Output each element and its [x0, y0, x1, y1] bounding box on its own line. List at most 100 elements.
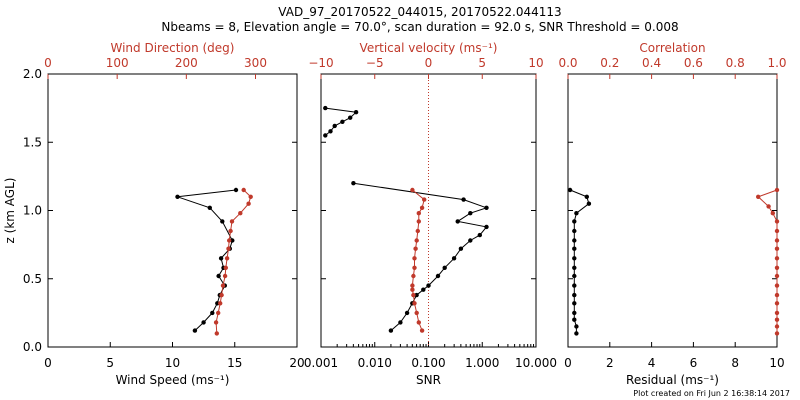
panel3-x-tick-label: 6 [690, 356, 698, 370]
panel2-series-black-point [458, 246, 464, 251]
panel2-series-black-point [455, 219, 460, 224]
panel3-series-red-point [766, 204, 771, 209]
panel1-series-red-point [248, 194, 253, 199]
panel1-top-tick-label: 200 [175, 56, 198, 70]
panel3-series-black-point [572, 292, 577, 298]
figure-subtitle: Nbeams = 8, Elevation angle = 70.0°, sca… [161, 20, 678, 34]
panel1-series-black-point [201, 320, 206, 325]
panel3-x-axis-label: Residual (ms⁻¹) [626, 373, 719, 387]
panel2-series-black-point [468, 211, 473, 216]
panel1-series-red-point [213, 320, 219, 325]
panel2-series-black-point [404, 310, 410, 316]
panel2-series-red-point [422, 197, 427, 202]
panel2-series-red-point [416, 211, 421, 216]
residual-panel: 0 2 4 6 8 10 Residual (ms⁻¹) 0.0 0.2 0.4 0.6 0.8 1.0… [558, 41, 786, 387]
panel3-series-black-point [574, 331, 579, 336]
plot-credit: Plot created on Fri Jun 2 16:38:14 2017 [633, 389, 790, 398]
panel2-series-black-point [340, 119, 345, 125]
panel1-top-axis-label: Wind Direction (deg) [111, 41, 235, 55]
panel2-x-tick-label: 0.100 [411, 356, 445, 370]
panel1-series-black-point [220, 219, 225, 224]
panel3-top-tick-label: 0.0 [558, 56, 577, 70]
panel3-series-black-point [572, 246, 577, 251]
panel3-series-red-point [774, 228, 780, 234]
panel2-series-red-point [416, 320, 421, 325]
panel3-series-black-point [584, 194, 589, 199]
panel2-top-axis-label: Vertical velocity (ms⁻¹) [360, 41, 498, 55]
panel2-series-black-point [398, 320, 403, 325]
panel1-series-red-point [218, 301, 223, 306]
panel3-series-black-point [572, 310, 577, 316]
panel3-series-black-point [574, 324, 579, 329]
panel2-series-red-point [411, 292, 416, 298]
panel2-top-tick-label: −10 [308, 56, 333, 70]
panel1-series-black-point [230, 238, 235, 243]
panel2-series-black-point [332, 123, 337, 129]
panel2-series-red-point [413, 246, 418, 251]
panel3-series-red-point [774, 273, 780, 279]
panel3-series-black-point [572, 301, 577, 306]
panel1-series-red-point [228, 228, 233, 234]
panel1-y-tick-label: 0.5 [23, 272, 42, 286]
panel2-top-tick-label: −5 [366, 56, 384, 70]
panel3-x-tick-label: 4 [648, 356, 656, 370]
panel2-series-black-point [388, 328, 394, 333]
panel1-series-red-point [241, 187, 246, 193]
panel2-series-black-point [477, 232, 482, 238]
panel1-y-tick-label: 1.5 [23, 135, 42, 149]
panel1-series-red-point [226, 246, 231, 251]
panel3-series-red-point [774, 219, 780, 224]
panel3-series-red-point [774, 283, 780, 288]
panel3-series-red-point [774, 301, 780, 306]
panel1-series-red-point [214, 331, 219, 336]
panel1-series-red-point [216, 310, 221, 316]
panel1-x-tick-label: 15 [227, 356, 242, 370]
panel3-top-tick-label: 1.0 [767, 56, 786, 70]
panel2-series-black-point [484, 205, 489, 210]
panel2-series-black-point [328, 129, 333, 134]
panel2-series-red-point [414, 238, 419, 243]
panel2-x-tick-label: 1.000 [465, 356, 499, 370]
panel3-series-black-point [572, 219, 577, 224]
panel3-series-red-point [774, 187, 780, 193]
panel2-series-black-point [426, 283, 431, 288]
wind-panel: 0 5 10 15 20 Wind Speed (ms⁻¹) 0 100 200 300 Wind … [3, 41, 305, 387]
panel1-x-tick-label: 5 [106, 356, 114, 370]
panel1-series-red-point [238, 211, 243, 216]
panel1-series-black-point [210, 310, 215, 316]
panel3-series-black-point [572, 256, 577, 261]
panel2-top-tick-label: 0 [425, 56, 433, 70]
panel2-series-red-point [411, 273, 416, 279]
panel1-series-red-point [224, 256, 230, 261]
panel3-series-red-point [774, 317, 780, 322]
panel3-series-red-point [774, 265, 780, 270]
figure-title: VAD_97_20170522_044015, 20170522.044113 [278, 5, 561, 19]
panel3-top-axis-label: Correlation [639, 41, 705, 55]
panel2-series-red-point [412, 265, 417, 270]
panel3-top-tick-label: 0.6 [684, 56, 703, 70]
panel1-series-black-point [192, 328, 198, 333]
panel1-series-black-point [207, 205, 212, 210]
panel1-series-black-point [175, 194, 180, 199]
panel1-series-red-point [219, 292, 224, 298]
panel3-series-red-point [774, 238, 780, 243]
panel3-series-black-point [574, 211, 579, 216]
panel1-top-tick-label: 0 [44, 56, 52, 70]
panel3-top-tick-label: 0.2 [600, 56, 619, 70]
panel3-series-red-point [774, 246, 780, 251]
panel1-series-red-point [220, 283, 226, 288]
panel3-series-red-point [756, 194, 761, 199]
panel3-frame [567, 73, 778, 348]
panel2-x-axis-label: SNR [416, 373, 441, 387]
panel3-x-tick-label: 10 [769, 356, 784, 370]
panel2-series-red-point [415, 228, 420, 234]
panel3-series-black-point [572, 265, 577, 270]
panel2-series-black-point [442, 265, 447, 270]
panel2-series-black-point [484, 224, 489, 230]
panel2-series-black-point [323, 105, 328, 111]
panel1-y-tick-label: 2.0 [23, 67, 42, 81]
panel1-y-tick-label: 0.0 [23, 340, 42, 354]
panel1-series-red-line [215, 189, 252, 334]
panel2-series-black-point [323, 133, 328, 138]
